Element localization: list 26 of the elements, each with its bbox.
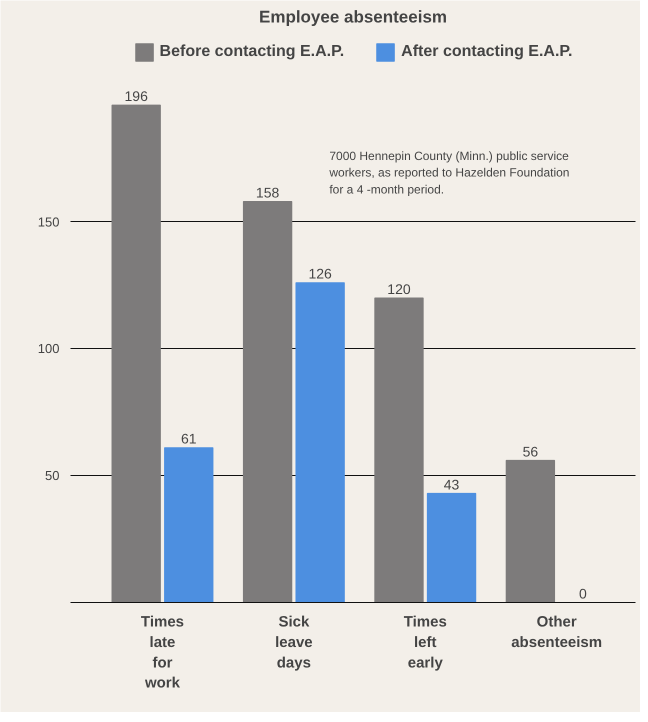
bar xyxy=(426,492,476,602)
legend-label: Before contacting E.A.P. xyxy=(160,43,344,61)
legend-label: After contacting E.A.P. xyxy=(401,43,572,61)
x-tick-label: Times late for work xyxy=(140,614,184,692)
y-tick-label: 100 xyxy=(38,341,60,356)
x-tick-label: Other absenteeism xyxy=(511,614,602,651)
bar xyxy=(374,297,424,602)
data-label: 61 xyxy=(180,430,197,447)
x-tick-label: Times left early xyxy=(404,614,447,672)
bar xyxy=(295,282,345,602)
x-tick-label: Sick leave days xyxy=(275,614,313,672)
annotation: 7000 Hennepin County (Minn.) public service workers, as reported to Hazelden Foundation for a 4 -month period. xyxy=(328,148,570,196)
bar xyxy=(164,447,214,602)
bar xyxy=(242,201,292,602)
data-label: 196 xyxy=(124,88,148,104)
bar xyxy=(112,104,161,602)
bar xyxy=(506,460,556,602)
data-label: 56 xyxy=(522,443,538,460)
y-tick-label: 150 xyxy=(38,214,60,230)
data-label: 158 xyxy=(256,184,280,201)
data-label: 0 xyxy=(579,586,588,602)
data-label: 120 xyxy=(387,280,411,297)
data-label: 126 xyxy=(308,266,332,282)
y-tick-label: 50 xyxy=(45,468,60,484)
chart-title: Employee absenteeism xyxy=(258,8,448,26)
data-label: 43 xyxy=(444,476,460,492)
